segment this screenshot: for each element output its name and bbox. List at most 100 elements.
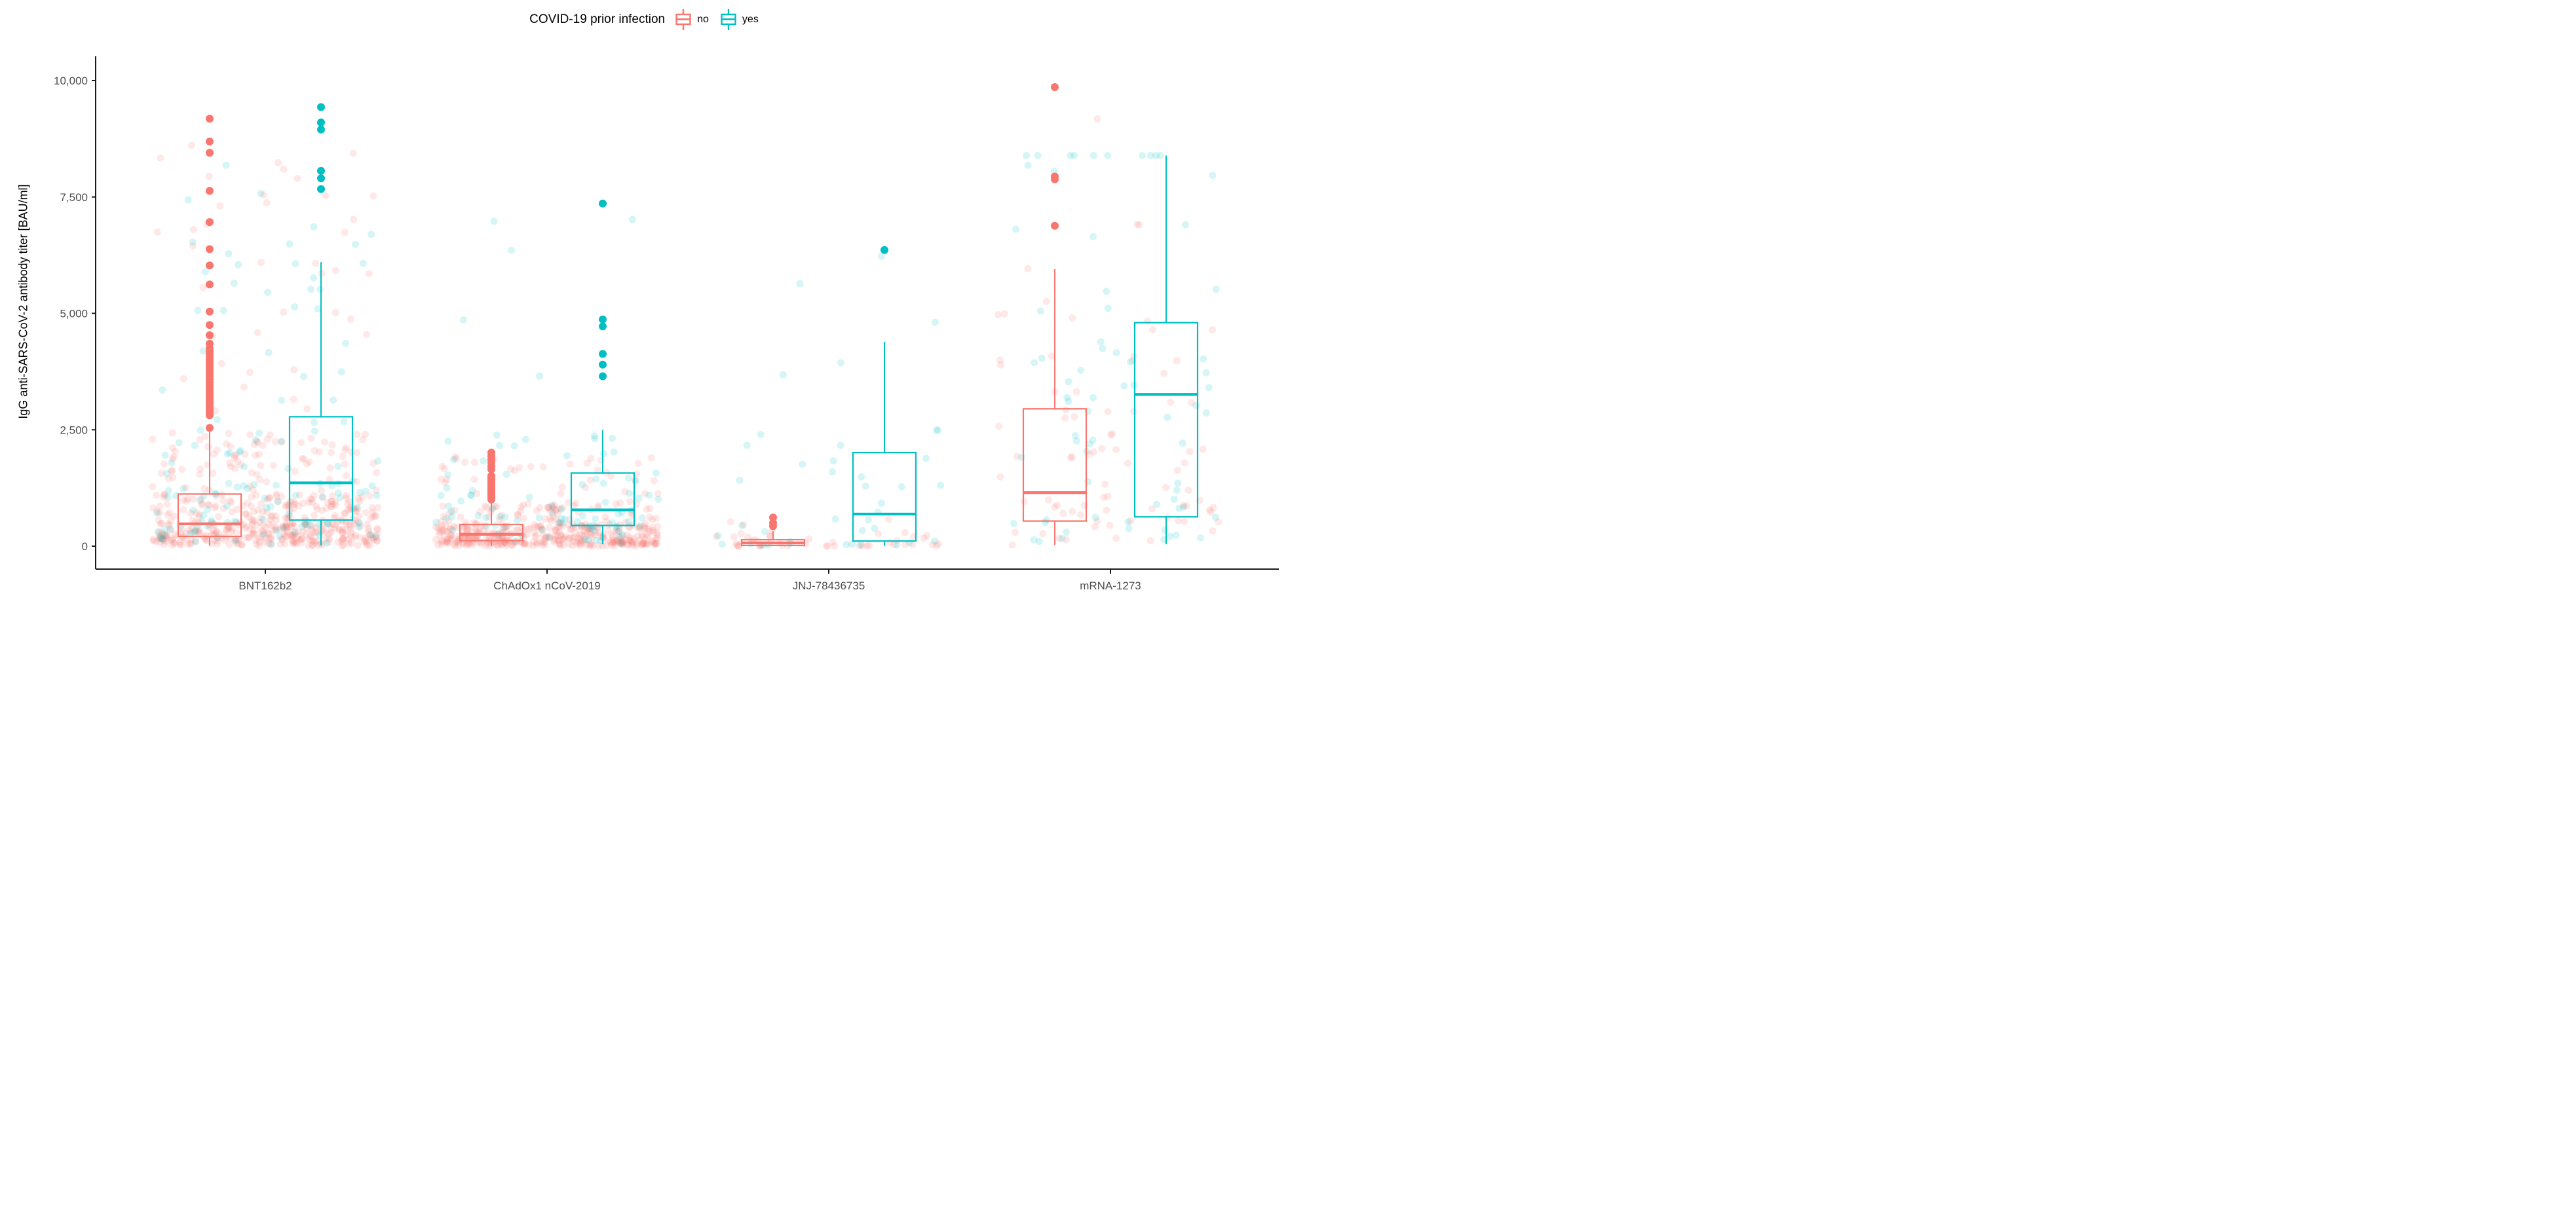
jitter-point bbox=[848, 540, 856, 548]
jitter-point bbox=[1101, 480, 1109, 488]
jitter-point bbox=[556, 540, 563, 548]
jitter-point bbox=[242, 510, 250, 518]
outlier-point bbox=[881, 246, 888, 254]
jitter-point bbox=[497, 541, 505, 549]
jitter-point bbox=[248, 493, 256, 501]
jitter-point bbox=[257, 533, 265, 541]
jitter-point bbox=[617, 538, 625, 546]
box bbox=[177, 493, 242, 538]
jitter-point bbox=[322, 192, 330, 200]
jitter-point bbox=[367, 531, 375, 539]
outlier-point bbox=[206, 218, 214, 227]
jitter-point bbox=[1011, 528, 1019, 536]
jitter-point bbox=[624, 474, 632, 482]
jitter-point bbox=[544, 504, 552, 511]
jitter-point bbox=[328, 503, 336, 511]
jitter-point bbox=[362, 430, 369, 438]
jitter-point bbox=[159, 531, 167, 538]
jitter-point bbox=[621, 488, 629, 496]
jitter-point bbox=[618, 538, 626, 546]
jitter-point bbox=[463, 540, 471, 547]
jitter-point bbox=[279, 523, 287, 530]
jitter-point bbox=[467, 491, 474, 499]
jitter-point bbox=[639, 541, 647, 549]
jitter-point bbox=[365, 270, 373, 278]
jitter-point bbox=[565, 540, 573, 548]
jitter-point bbox=[219, 496, 227, 504]
jitter-point bbox=[353, 430, 361, 438]
jitter-point bbox=[301, 520, 309, 528]
jitter-point bbox=[216, 202, 224, 210]
jitter-point bbox=[638, 514, 646, 522]
jitter-point bbox=[249, 518, 257, 526]
jitter-point bbox=[438, 527, 445, 535]
jitter-point bbox=[525, 493, 533, 501]
jitter-point bbox=[223, 440, 231, 448]
jitter-point bbox=[204, 501, 212, 508]
jitter-point bbox=[321, 528, 329, 536]
jitter-point bbox=[262, 523, 270, 531]
jitter-point bbox=[455, 542, 463, 549]
jitter-point bbox=[1161, 527, 1169, 534]
jitter-point bbox=[714, 532, 722, 540]
jitter-point bbox=[244, 485, 252, 492]
jitter-point bbox=[569, 542, 577, 549]
jitter-point bbox=[253, 471, 261, 479]
jitter-point bbox=[282, 521, 290, 528]
jitter-point bbox=[441, 479, 449, 487]
jitter-point bbox=[366, 530, 373, 538]
jitter-point bbox=[164, 493, 172, 501]
jitter-point bbox=[334, 462, 342, 470]
jitter-point bbox=[566, 534, 574, 542]
jitter-point bbox=[577, 540, 584, 547]
jitter-point bbox=[626, 489, 634, 497]
jitter-point bbox=[328, 441, 336, 449]
jitter-point bbox=[339, 535, 347, 542]
jitter-point bbox=[271, 437, 279, 445]
jitter-point bbox=[588, 540, 596, 547]
jitter-point bbox=[570, 533, 578, 541]
jitter-point bbox=[246, 483, 254, 490]
jitter-point bbox=[309, 496, 316, 503]
jitter-point bbox=[309, 541, 316, 549]
jitter-point bbox=[290, 531, 297, 539]
jitter-point bbox=[1089, 448, 1097, 456]
jitter-point bbox=[607, 538, 615, 546]
jitter-point bbox=[341, 229, 349, 236]
jitter-point bbox=[438, 537, 445, 545]
jitter-point bbox=[1120, 382, 1128, 390]
jitter-point bbox=[295, 502, 303, 510]
jitter-point bbox=[514, 510, 521, 518]
jitter-point bbox=[757, 431, 765, 438]
jitter-point bbox=[634, 460, 642, 468]
jitter-point bbox=[252, 536, 260, 544]
jitter-point bbox=[275, 158, 282, 166]
jitter-point bbox=[931, 537, 939, 545]
jitter-point bbox=[182, 530, 190, 538]
jitter-point bbox=[265, 520, 273, 528]
jitter-point bbox=[265, 348, 273, 356]
jitter-point bbox=[313, 502, 320, 510]
jitter-point bbox=[189, 506, 197, 514]
jitter-point bbox=[354, 505, 362, 513]
jitter-point bbox=[354, 494, 362, 502]
jitter-point bbox=[338, 528, 346, 536]
jitter-point bbox=[255, 534, 263, 542]
jitter-point bbox=[502, 523, 510, 531]
jitter-point bbox=[374, 504, 382, 511]
jitter-point bbox=[189, 517, 197, 525]
jitter-point bbox=[932, 426, 940, 434]
jitter-point bbox=[212, 527, 220, 535]
jitter-point bbox=[592, 515, 599, 523]
jitter-point bbox=[576, 530, 584, 538]
boxplot-figure: COVID-19 prior infection no yes IgG anti-… bbox=[0, 0, 1288, 602]
jitter-point bbox=[829, 457, 837, 465]
jitter-point bbox=[161, 460, 168, 468]
jitter-point bbox=[162, 534, 170, 542]
jitter-point bbox=[342, 491, 350, 499]
jitter-point bbox=[248, 469, 256, 477]
jitter-point bbox=[438, 462, 446, 470]
jitter-point bbox=[357, 522, 364, 530]
jitter-point bbox=[444, 471, 452, 479]
jitter-point bbox=[632, 542, 640, 549]
